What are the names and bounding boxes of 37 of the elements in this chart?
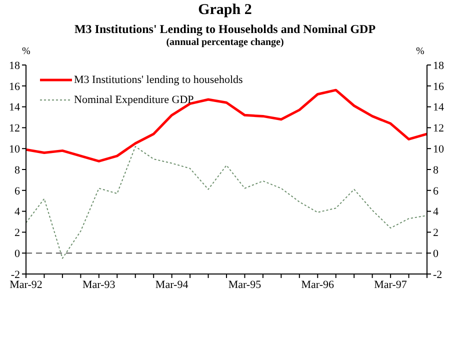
x-tick-label: Mar-92: [10, 278, 42, 291]
y2-tick-label: 16: [433, 80, 444, 93]
y2-tick-label: 14: [433, 102, 444, 114]
x-tick-label: Mar-96: [301, 278, 335, 291]
y2-tick-label: 6: [433, 185, 439, 198]
y-tick-label: 10: [9, 144, 20, 156]
y-tick-label: 0: [14, 248, 20, 260]
y-tick-label: 18: [9, 60, 20, 72]
y-tick-label: 16: [9, 80, 20, 93]
text: (annual percentage change): [166, 37, 284, 48]
y2-tick-label: 4: [433, 206, 439, 218]
y-tick-label: -2: [10, 268, 20, 281]
y2-tick-label: 12: [433, 122, 444, 135]
legend-label: Nominal Expenditure GDP: [74, 94, 194, 106]
y-tick-label: 12: [9, 122, 20, 135]
chart-title: Graph 2: [197, 2, 253, 19]
y2-tick-label: 18: [433, 60, 444, 72]
y-axis-title: %: [22, 46, 30, 57]
x-tick-label: Mar-97: [374, 278, 408, 291]
x-tick-label: Mar-94: [155, 278, 189, 291]
y2-tick-label: 8: [433, 164, 439, 176]
x-tick-label: Mar-93: [82, 278, 116, 291]
y-tick-label: 8: [14, 164, 20, 176]
y2-tick-label: 0: [433, 248, 439, 260]
y2-tick-label: 10: [433, 144, 444, 156]
y2-tick-label: -2: [433, 268, 442, 281]
y2-axis-title: %: [416, 46, 424, 57]
y-tick-label: 14: [9, 102, 20, 114]
y-tick-label: 6: [14, 185, 20, 198]
chart-subtitle: M3 Institutions' Lending to Households and Nominal GDP: [73, 22, 377, 37]
y-tick-label: 4: [14, 206, 20, 218]
line-series: [26, 146, 427, 259]
y2-tick-label: 2: [433, 227, 438, 240]
line-series: [26, 88, 427, 162]
legend-label: M3 Institutions' lending to households: [74, 74, 243, 86]
y-tick-label: 2: [14, 227, 20, 240]
x-tick-label: Mar-95: [228, 278, 262, 291]
